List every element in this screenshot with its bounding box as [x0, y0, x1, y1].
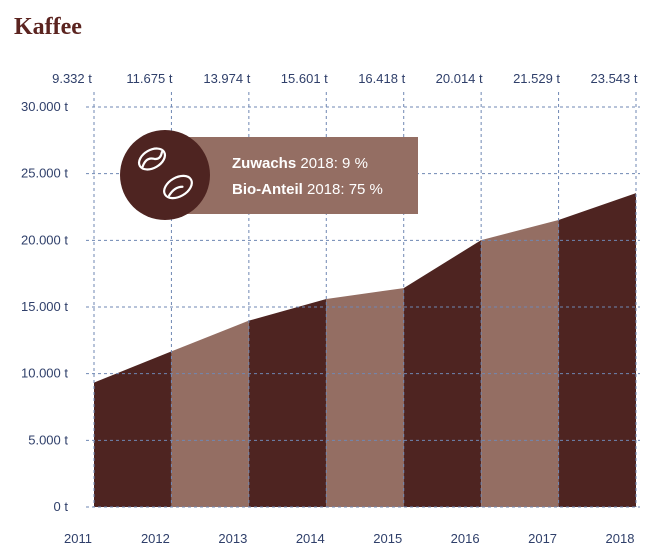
y-tick-label: 5.000 t	[28, 432, 68, 447]
y-tick-label: 20.000 t	[21, 232, 68, 247]
data-value-label: 13.974 t	[203, 71, 250, 86]
x-tick-label: 2015	[373, 531, 402, 546]
data-value-label: 21.529 t	[513, 71, 560, 86]
y-tick-label: 15.000 t	[21, 299, 68, 314]
callout-box: Zuwachs 2018: 9 % Bio-Anteil 2018: 75 %	[120, 130, 418, 220]
callout-growth: Zuwachs 2018: 9 %	[232, 155, 368, 172]
x-tick-label: 2016	[451, 531, 480, 546]
data-value-label: 23.543 t	[591, 71, 638, 86]
area-segment-2011-2012	[94, 351, 172, 507]
data-value-label: 11.675 t	[126, 71, 172, 86]
y-tick-label: 30.000 t	[21, 99, 68, 114]
area-segment-2014-2015	[326, 288, 404, 507]
data-value-label: 20.014 t	[436, 71, 483, 86]
y-axis-ticks: 0 t 5.000 t 10.000 t 15.000 t 20.000 t 25.000…	[21, 99, 68, 514]
data-value-label: 16.418 t	[358, 71, 405, 86]
x-tick-label: 2011	[64, 531, 92, 546]
x-axis-ticks: 2011 2012 2013 2014 2015 2016 2017 2018	[64, 531, 634, 546]
data-value-label: 15.601 t	[281, 71, 328, 86]
x-tick-label: 2018	[606, 531, 635, 546]
area-segment-2013-2014	[248, 298, 327, 507]
area-segment-2012-2013	[171, 320, 249, 507]
data-value-label: 9.332 t	[52, 71, 92, 86]
x-tick-label: 2014	[296, 531, 325, 546]
area-segment-2016-2017	[481, 219, 559, 508]
area-segment-2017-2018	[558, 193, 636, 508]
value-labels: 9.332 t 11.675 t 13.974 t 15.601 t 16.418 t 2…	[52, 71, 638, 86]
y-tick-label: 0 t	[54, 499, 69, 514]
callout-background	[180, 137, 418, 214]
coffee-beans-icon	[137, 147, 193, 200]
y-tick-label: 10.000 t	[21, 366, 68, 381]
callout-organic-share: Bio-Anteil 2018: 75 %	[232, 181, 383, 198]
y-tick-label: 25.000 t	[21, 166, 68, 181]
x-tick-label: 2013	[218, 531, 247, 546]
x-tick-label: 2012	[141, 531, 170, 546]
callout-circle	[120, 130, 210, 220]
chart-title: Kaffee	[14, 14, 82, 40]
x-tick-label: 2017	[528, 531, 557, 546]
